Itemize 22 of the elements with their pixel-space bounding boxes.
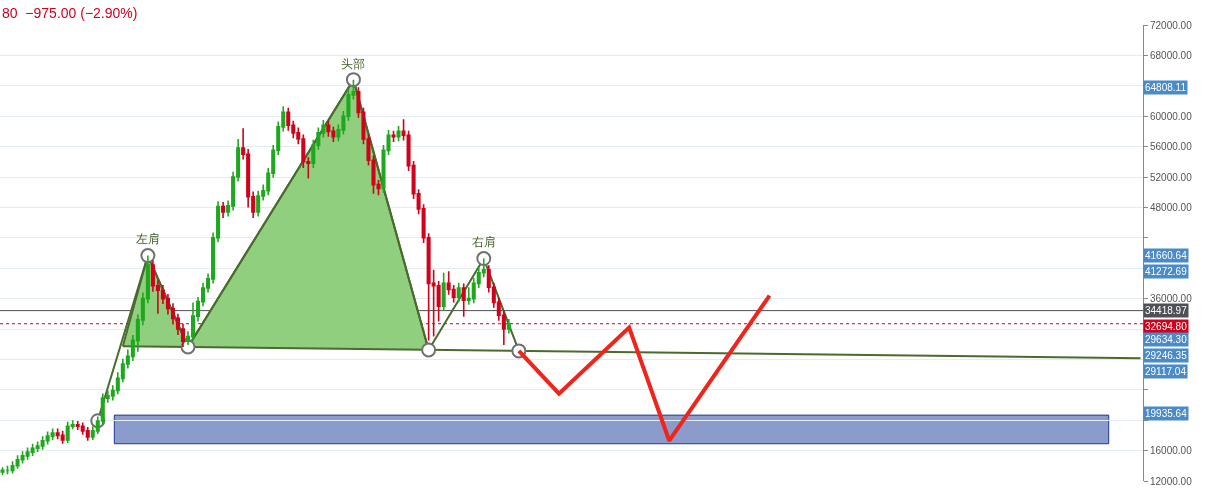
y-tick-label: 52000.00: [1150, 171, 1193, 183]
y-tick-label: 48000.00: [1150, 201, 1193, 213]
data-label: 头部: [341, 56, 366, 71]
text: 41272.69: [1145, 266, 1188, 277]
text: 80 −975.00 (−2.90%): [2, 5, 138, 21]
text: 29634.30: [1145, 334, 1188, 345]
y-tick-label: 16000.00: [1150, 445, 1193, 457]
text: 64808.11: [1145, 82, 1187, 93]
data-label: 右肩: [471, 235, 496, 250]
y-tick-label: 56000.00: [1150, 141, 1193, 153]
text: 29117.04: [1145, 366, 1187, 377]
y-tick-label: 36000.00: [1150, 293, 1193, 305]
y-tick-label: 72000.00: [1150, 19, 1193, 31]
y-tick-label: 60000.00: [1150, 110, 1193, 122]
data-label: 左肩: [135, 232, 160, 247]
ref-line-label: 32694.80: [1145, 321, 1188, 332]
text: 29246.35: [1145, 350, 1188, 361]
text: 19935.64: [1145, 408, 1188, 419]
y-tick-label: 68000.00: [1150, 49, 1193, 61]
ref-line-label: 34418.97: [1145, 305, 1188, 316]
y-tick-label: 12000.00: [1150, 475, 1193, 487]
text: 41660.64: [1145, 250, 1188, 261]
